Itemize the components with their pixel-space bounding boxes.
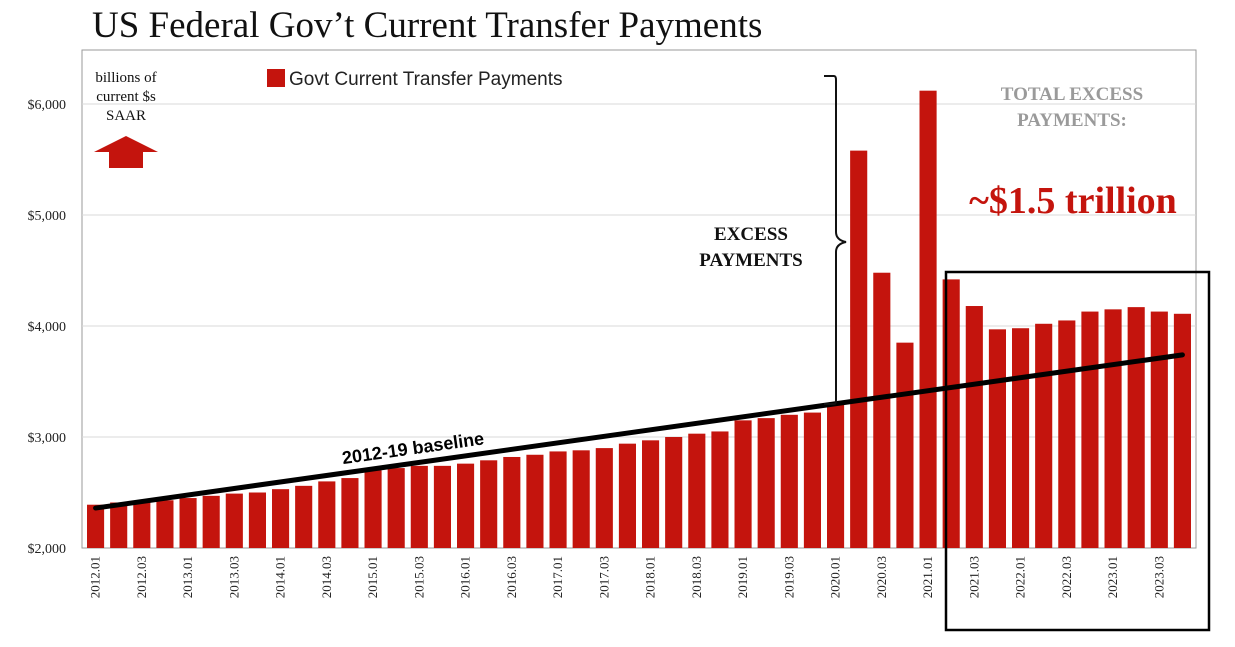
bar: [503, 456, 521, 548]
bar: [410, 465, 428, 548]
bar: [919, 90, 937, 549]
bar: [457, 463, 475, 548]
bar: [1104, 309, 1122, 548]
plot-area: [81, 49, 1197, 549]
bar: [480, 460, 498, 548]
baseline-trend-line: [93, 352, 1185, 511]
x-tick-label: 2017.01: [550, 556, 565, 598]
bar: [734, 420, 752, 548]
bar: [295, 485, 313, 548]
units-line-3: SAAR: [106, 108, 146, 124]
x-tick-label: 2020.03: [874, 556, 889, 598]
x-tick-label: 2022.01: [1013, 556, 1028, 598]
bar: [873, 272, 891, 548]
x-tick-label: 2023.01: [1105, 556, 1120, 598]
x-tick-label: 2017.03: [596, 556, 611, 598]
units-line-2: current $s: [96, 89, 156, 105]
x-tick-label: 2018.01: [643, 556, 658, 598]
bar: [1081, 311, 1099, 548]
bar: [757, 418, 775, 548]
x-tick-label: 2013.03: [226, 556, 241, 598]
bar: [156, 500, 174, 548]
bar: [1058, 320, 1076, 548]
bar: [642, 440, 660, 548]
bar: [225, 493, 243, 548]
bar: [988, 329, 1006, 548]
total-excess-value: ~$1.5 trillion: [969, 180, 1177, 222]
bar: [526, 454, 544, 548]
bar: [433, 465, 451, 548]
page-title: US Federal Gov’t Current Transfer Paymen…: [92, 5, 763, 46]
x-tick-label: 2015.03: [411, 556, 426, 598]
legend-label: Govt Current Transfer Payments: [289, 69, 563, 90]
excess-highlight-box: [944, 270, 1211, 632]
bar: [364, 470, 382, 548]
x-tick-label: 2013.01: [180, 556, 195, 598]
bar: [595, 448, 613, 548]
y-tick-label: $6,000: [28, 98, 67, 113]
excess-label-line-1: EXCESS: [714, 224, 788, 245]
x-tick-label: 2020.01: [828, 556, 843, 598]
x-tick-label: 2021.01: [920, 556, 935, 598]
bar: [850, 150, 868, 548]
bar: [133, 501, 151, 548]
bar: [549, 451, 567, 548]
x-tick-label: 2016.03: [504, 556, 519, 598]
gridlines: [82, 103, 1196, 438]
bar: [896, 342, 914, 548]
bar: [202, 495, 220, 548]
bar: [1012, 328, 1030, 548]
x-tick-label: 2019.03: [781, 556, 796, 598]
excess-brace: [824, 75, 847, 405]
y-tick-label: $3,000: [28, 431, 67, 446]
bar: [179, 498, 197, 548]
legend-swatch: [267, 69, 285, 87]
x-axis-labels: 2012.01 2012.03 2013.01 2013.03 2014.01 2014.…: [88, 556, 1167, 598]
bar: [965, 306, 983, 548]
total-excess-line-1: TOTAL EXCESS: [1001, 84, 1143, 105]
x-tick-label: 2012.01: [88, 556, 103, 598]
bar: [318, 481, 336, 548]
bar: [1150, 311, 1168, 548]
up-arrow-icon: [94, 136, 158, 168]
bar: [87, 504, 105, 548]
units-line-1: billions of: [95, 70, 156, 86]
x-tick-label: 2022.03: [1059, 556, 1074, 598]
bar: [1035, 323, 1053, 548]
bar: [1173, 313, 1191, 548]
x-tick-label: 2023.03: [1151, 556, 1166, 598]
total-excess-line-2: PAYMENTS:: [1017, 110, 1127, 131]
bar: [248, 492, 266, 548]
y-tick-label: $5,000: [28, 209, 67, 224]
bar: [110, 502, 128, 548]
excess-label-line-2: PAYMENTS: [699, 250, 802, 271]
x-tick-label: 2018.03: [689, 556, 704, 598]
x-tick-label: 2019.01: [735, 556, 750, 598]
bar: [780, 414, 798, 548]
bar: [803, 412, 821, 548]
y-tick-label: $2,000: [28, 542, 67, 557]
bar: [618, 443, 636, 548]
bar: [272, 489, 290, 548]
bar: [827, 404, 845, 548]
bar: [572, 450, 590, 548]
bar: [665, 437, 683, 548]
x-tick-label: 2015.01: [365, 556, 380, 598]
y-axis-labels: $2,000 $3,000 $4,000 $5,000 $6,000: [28, 98, 67, 557]
bar: [1127, 307, 1145, 548]
bar: [387, 468, 405, 548]
y-tick-label: $4,000: [28, 320, 67, 335]
x-tick-label: 2012.03: [134, 556, 149, 598]
bar: [341, 478, 359, 548]
x-tick-label: 2014.03: [319, 556, 334, 598]
bar: [688, 433, 706, 548]
x-tick-label: 2016.01: [458, 556, 473, 598]
bar: [711, 431, 729, 548]
x-tick-label: 2021.03: [966, 556, 981, 598]
x-tick-label: 2014.01: [273, 556, 288, 598]
